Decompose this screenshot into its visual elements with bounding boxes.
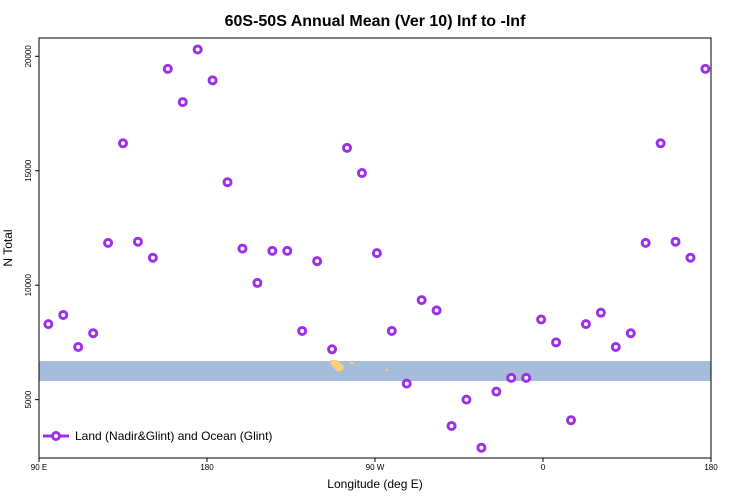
data-point [88, 328, 99, 339]
data-point [640, 237, 651, 248]
data-point [147, 252, 158, 263]
data-point [401, 378, 412, 389]
data-point [327, 344, 338, 355]
data-point [416, 295, 427, 306]
legend-marker-swatch [51, 431, 61, 441]
data-point [162, 63, 173, 74]
y-axis-label: N Total [1, 229, 15, 266]
data-point [580, 319, 591, 330]
data-point [476, 442, 487, 453]
data-point [461, 394, 472, 405]
data-point [386, 325, 397, 336]
data-point [252, 277, 263, 288]
x-tick-label: 180 [200, 463, 214, 472]
data-point [610, 341, 621, 352]
data-point [192, 44, 203, 55]
data-point [446, 420, 457, 431]
data-point [222, 177, 233, 188]
data-point [685, 252, 696, 263]
land-patch [330, 360, 344, 372]
data-point [267, 245, 278, 256]
data-point [207, 75, 218, 86]
data-point [356, 168, 367, 179]
legend-label: Land (Nadir&Glint) and Ocean (Glint) [75, 429, 272, 443]
data-point [342, 142, 352, 153]
x-axis-label: Longitude (deg E) [327, 477, 422, 491]
y-tick-label: 20000 [24, 45, 33, 68]
data-point [700, 63, 711, 74]
data-point [431, 305, 442, 316]
data-point [551, 337, 562, 348]
x-axis: 90 E 180 90 W 0 180 [31, 458, 718, 472]
y-axis: 5000 10000 15000 20000 [24, 45, 39, 409]
data-point [625, 328, 636, 339]
data-point [103, 237, 114, 248]
data-point [506, 372, 517, 383]
y-tick-label: 15000 [24, 159, 33, 182]
data-point [670, 236, 681, 247]
data-point [566, 415, 576, 426]
y-tick-label: 5000 [24, 390, 33, 408]
x-tick-label: 0 [541, 463, 546, 472]
data-point [177, 97, 188, 108]
data-point [237, 243, 248, 254]
x-tick-label: 180 [704, 463, 718, 472]
data-point [491, 386, 502, 397]
land-patch-group [330, 360, 388, 372]
data-point [297, 325, 308, 336]
data-point [655, 138, 666, 149]
x-tick-label: 90 E [31, 463, 47, 472]
y-tick-label: 10000 [24, 274, 33, 297]
data-point [282, 245, 293, 256]
land-patch [386, 369, 388, 371]
chart-title: 60S-50S Annual Mean (Ver 10) Inf to -Inf [225, 13, 526, 30]
data-point [536, 314, 547, 325]
data-points [43, 44, 711, 453]
data-point [521, 372, 532, 383]
data-point [73, 341, 84, 352]
data-point [595, 307, 606, 318]
data-point [312, 256, 323, 267]
latitude-band [39, 361, 711, 381]
data-point [43, 319, 54, 330]
plot-background [39, 38, 711, 458]
x-tick-label: 90 W [366, 463, 385, 472]
legend: Land (Nadir&Glint) and Ocean (Glint) [43, 429, 272, 443]
data-point [371, 248, 382, 259]
data-point [132, 236, 143, 247]
data-point [58, 309, 69, 320]
land-patch [350, 362, 354, 364]
data-point [118, 138, 128, 149]
